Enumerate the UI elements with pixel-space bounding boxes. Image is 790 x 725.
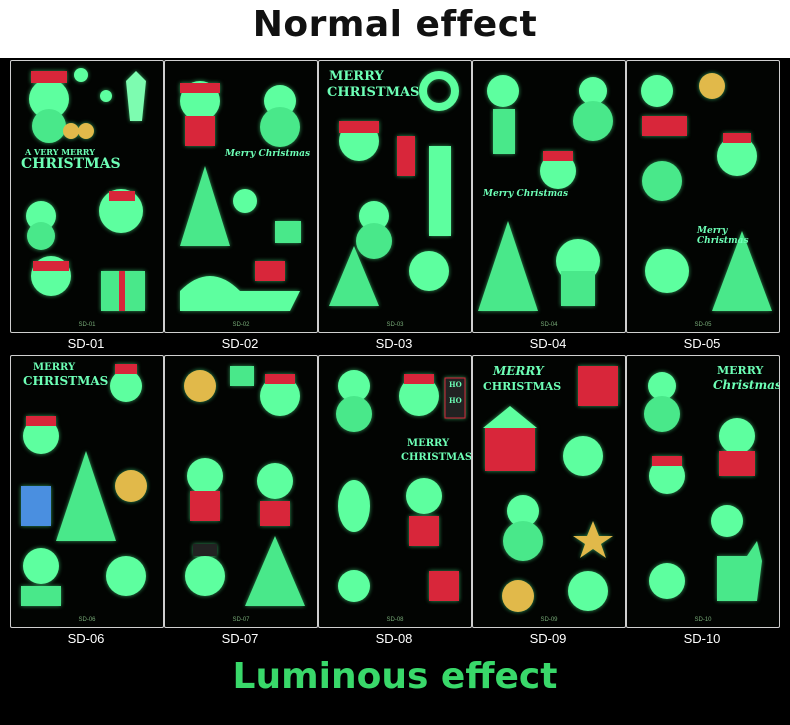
sheet-label: SD-04 bbox=[529, 336, 567, 351]
header-band bbox=[0, 0, 790, 58]
sheet-code-small: SD-01 bbox=[78, 322, 96, 328]
sticker-sheet-sd-06[interactable]: MERRY CHRISTMAS SD-06 bbox=[10, 355, 164, 628]
sheet-code-small: SD-02 bbox=[232, 322, 250, 328]
art-text: CHRISTMAS bbox=[327, 85, 420, 100]
sheet-label: SD-02 bbox=[221, 336, 259, 351]
sheet-code-small: SD-08 bbox=[386, 617, 404, 623]
art-text: Christmas bbox=[713, 378, 780, 392]
sticker-art bbox=[641, 73, 772, 311]
sheet-code-small: SD-07 bbox=[232, 617, 250, 623]
sticker-art bbox=[336, 370, 466, 602]
art-text: HO bbox=[449, 396, 462, 405]
page-title: Normal effect bbox=[252, 4, 538, 45]
art-text: HO bbox=[449, 380, 462, 389]
art-text: A VERY MERRY bbox=[25, 147, 95, 157]
sticker-grid: A VERY MERRY CHRISTMAS SD-01 Merry Chris… bbox=[10, 60, 780, 646]
art-text: MERRY bbox=[33, 362, 76, 373]
sticker-art bbox=[184, 366, 305, 606]
sheet-code-small: SD-06 bbox=[78, 617, 96, 623]
sheet-label: SD-09 bbox=[529, 631, 567, 646]
sticker-sheet-sd-01[interactable]: A VERY MERRY CHRISTMAS SD-01 bbox=[10, 60, 164, 333]
sheet-label: SD-01 bbox=[67, 336, 105, 351]
sheet-label: SD-06 bbox=[67, 631, 105, 646]
art-text: CHRISTMAS bbox=[23, 374, 109, 388]
art-text: CHRISTMAS bbox=[401, 452, 472, 463]
art-text: Merry Christmas bbox=[225, 149, 311, 159]
art-text: CHRISTMAS bbox=[483, 380, 562, 393]
sticker-art bbox=[644, 372, 762, 601]
sticker-sheet-sd-10[interactable]: MERRY Christmas SD-10 bbox=[626, 355, 780, 628]
sheet-label: SD-10 bbox=[683, 631, 721, 646]
sheet-label: SD-07 bbox=[221, 631, 259, 646]
sticker-sheet-sd-07[interactable]: SD-07 bbox=[164, 355, 318, 628]
sticker-art bbox=[478, 75, 613, 311]
sticker-sheet-sd-08[interactable]: HO HO MERRY CHRISTMAS SD-08 bbox=[318, 355, 472, 628]
art-text: MERRY bbox=[717, 364, 764, 377]
sticker-sheet-sd-03[interactable]: MERRY CHRISTMAS SD-03 bbox=[318, 60, 472, 333]
sticker-art bbox=[483, 366, 618, 612]
sheet-label: SD-03 bbox=[375, 336, 413, 351]
sheet-label: SD-05 bbox=[683, 336, 721, 351]
sheet-code-small: SD-10 bbox=[694, 617, 712, 623]
sticker-sheet-sd-09[interactable]: MERRY CHRISTMAS SD-09 bbox=[472, 355, 626, 628]
art-text: MERRY bbox=[493, 364, 544, 378]
sticker-sheet-sd-04[interactable]: Merry Christmas SD-04 bbox=[472, 60, 626, 333]
sticker-art bbox=[21, 364, 147, 606]
sticker-sheet-sd-02[interactable]: Merry Christmas SD-02 bbox=[164, 60, 318, 333]
luminous-title: Luminous effect bbox=[232, 656, 558, 697]
sheet-code-small: SD-03 bbox=[386, 322, 404, 328]
art-text: CHRISTMAS bbox=[21, 156, 121, 172]
sticker-art bbox=[26, 68, 146, 311]
sticker-art bbox=[180, 81, 301, 311]
art-text: MERRY bbox=[329, 69, 384, 84]
sheet-code-small: SD-04 bbox=[540, 322, 558, 328]
sheet-code-small: SD-09 bbox=[540, 617, 558, 623]
sticker-sheet-sd-05[interactable]: Merry Christmas SD-05 bbox=[626, 60, 780, 333]
sticker-art bbox=[329, 71, 459, 306]
art-text: Merry Christmas bbox=[697, 226, 749, 246]
art-text: Merry Christmas bbox=[483, 189, 569, 199]
sheet-label: SD-08 bbox=[375, 631, 413, 646]
sheet-code-small: SD-05 bbox=[694, 322, 712, 328]
art-text: MERRY bbox=[407, 438, 450, 449]
